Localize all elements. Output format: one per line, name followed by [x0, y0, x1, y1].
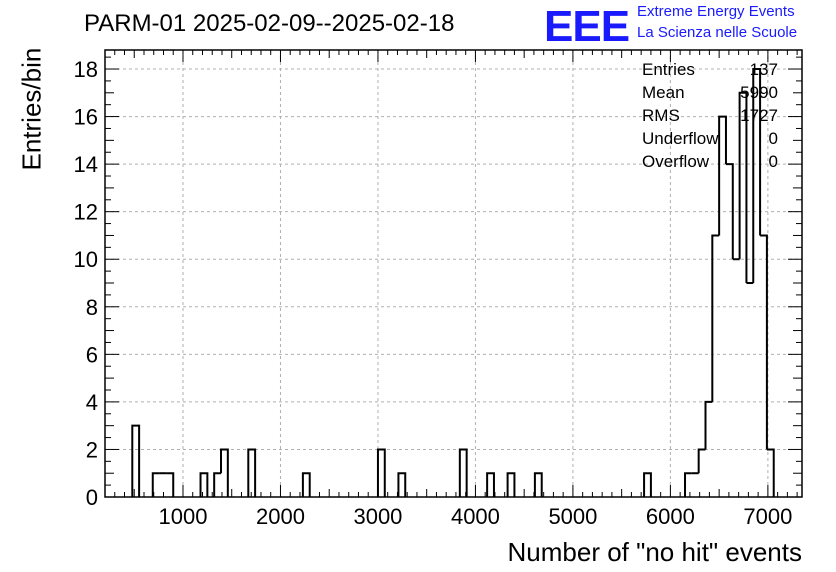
histogram-bin — [199, 472, 209, 497]
stats-key: RMS — [642, 106, 680, 125]
stats-key: Entries — [642, 60, 695, 79]
histogram-bin — [704, 400, 713, 450]
grid — [105, 50, 802, 497]
logo-line-2: La Scienza nelle Scuole — [637, 24, 798, 41]
histogram-bin — [738, 91, 748, 284]
histogram-bin — [166, 472, 175, 497]
stats-key: Underflow — [642, 129, 719, 148]
histogram-bin — [752, 68, 762, 284]
stats-value: 1727 — [740, 106, 778, 125]
histogram-bin — [533, 472, 543, 497]
eee-logo: EEE — [544, 2, 630, 51]
y-tick-label: 2 — [86, 437, 98, 462]
histogram-bin — [220, 448, 229, 497]
histogram-bin — [397, 472, 407, 497]
stats-key: Overflow — [642, 152, 710, 171]
histogram-bin — [131, 424, 141, 497]
y-tick-label: 4 — [86, 390, 98, 415]
histogram-bin — [643, 472, 652, 497]
stats-value: 5990 — [740, 83, 778, 102]
histogram-bin — [766, 448, 775, 497]
y-tick-label: 10 — [74, 247, 98, 272]
histogram-bin — [486, 472, 495, 497]
chart-title: PARM-01 2025-02-09--2025-02-18 — [84, 10, 455, 37]
x-tick-label: 2000 — [256, 504, 305, 529]
stats-value: 137 — [749, 60, 778, 79]
histogram-bin — [301, 472, 311, 497]
y-tick-label: 8 — [86, 295, 98, 320]
histogram-bin — [376, 448, 386, 497]
histogram-bin — [506, 472, 516, 497]
y-tick-label: 18 — [74, 57, 98, 82]
histogram-bin — [151, 472, 160, 497]
y-tick-label: 0 — [86, 485, 98, 510]
y-axis-label: Entries/bin — [16, 47, 47, 171]
logo-line-1: Extreme Energy Events — [637, 3, 795, 20]
stats-value: 0 — [768, 129, 778, 148]
stats-value: 0 — [768, 152, 778, 171]
y-tick-label: 16 — [74, 105, 98, 130]
x-tick-label: 6000 — [646, 504, 695, 529]
histogram-bin — [697, 448, 706, 474]
histogram-bin — [760, 234, 768, 450]
axis-ticks — [105, 50, 802, 498]
y-tick-label: 14 — [74, 152, 98, 177]
histogram-bin — [684, 472, 692, 497]
x-tick-label: 1000 — [159, 504, 208, 529]
histogram-bin — [247, 448, 257, 497]
histogram-bin — [213, 472, 222, 497]
x-axis-label: Number of "no hit" events — [507, 537, 803, 567]
histogram-bin — [458, 448, 468, 497]
tick-labels: 1000 2000 3000 4000 5000 6000 7000 0 2 4 6 8 10 12 14 1… — [74, 57, 793, 529]
x-tick-label: 5000 — [548, 504, 597, 529]
y-tick-label: 6 — [86, 342, 98, 367]
histogram-bin — [718, 115, 727, 236]
plot-frame — [104, 49, 803, 498]
x-tick-label: 7000 — [743, 504, 792, 529]
histogram-bin — [725, 163, 734, 260]
histogram-bars — [131, 68, 775, 497]
y-tick-label: 12 — [74, 200, 98, 225]
stats-key: Mean — [642, 83, 685, 102]
x-tick-label: 4000 — [451, 504, 500, 529]
x-tick-label: 3000 — [353, 504, 402, 529]
histogram-bin — [711, 234, 720, 402]
